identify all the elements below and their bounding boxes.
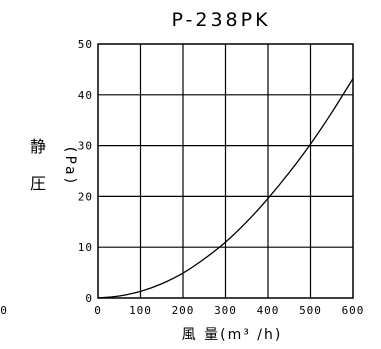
x-tick-label: 500 xyxy=(299,304,322,317)
y-tick-label: 0 xyxy=(85,292,93,305)
x-tick-label: 100 xyxy=(129,304,152,317)
y-tick-label: 20 xyxy=(78,190,93,203)
x-tick-label: 600 xyxy=(342,304,365,317)
stray-zero-label: 0 xyxy=(0,304,8,317)
y-tick-label: 50 xyxy=(78,38,93,51)
series-layer xyxy=(97,78,354,299)
chart-title: P-238PK xyxy=(171,9,270,31)
y-axis-label-main: 静 xyxy=(30,137,46,156)
plot-frame xyxy=(97,43,354,299)
x-tick-label: 0 xyxy=(94,304,102,317)
x-axis-label: 風 量(m³ /h) xyxy=(182,327,283,343)
grid xyxy=(98,44,353,298)
y-tick-label: 40 xyxy=(78,89,93,102)
y-axis-label-unit: (Pa) xyxy=(62,145,78,187)
y-tick-label: 30 xyxy=(78,140,93,153)
pressure-curve-line xyxy=(97,78,354,299)
x-tick-label: 300 xyxy=(214,304,237,317)
y-axis-label-second: 圧 xyxy=(30,174,46,193)
x-tick-label: 200 xyxy=(172,304,195,317)
y-tick-label: 10 xyxy=(78,241,93,254)
x-tick-label: 400 xyxy=(257,304,280,317)
y-tick-labels: 0 10 20 30 40 50 xyxy=(78,38,93,305)
x-tick-labels: 0 100 200 300 400 500 600 xyxy=(94,304,365,317)
